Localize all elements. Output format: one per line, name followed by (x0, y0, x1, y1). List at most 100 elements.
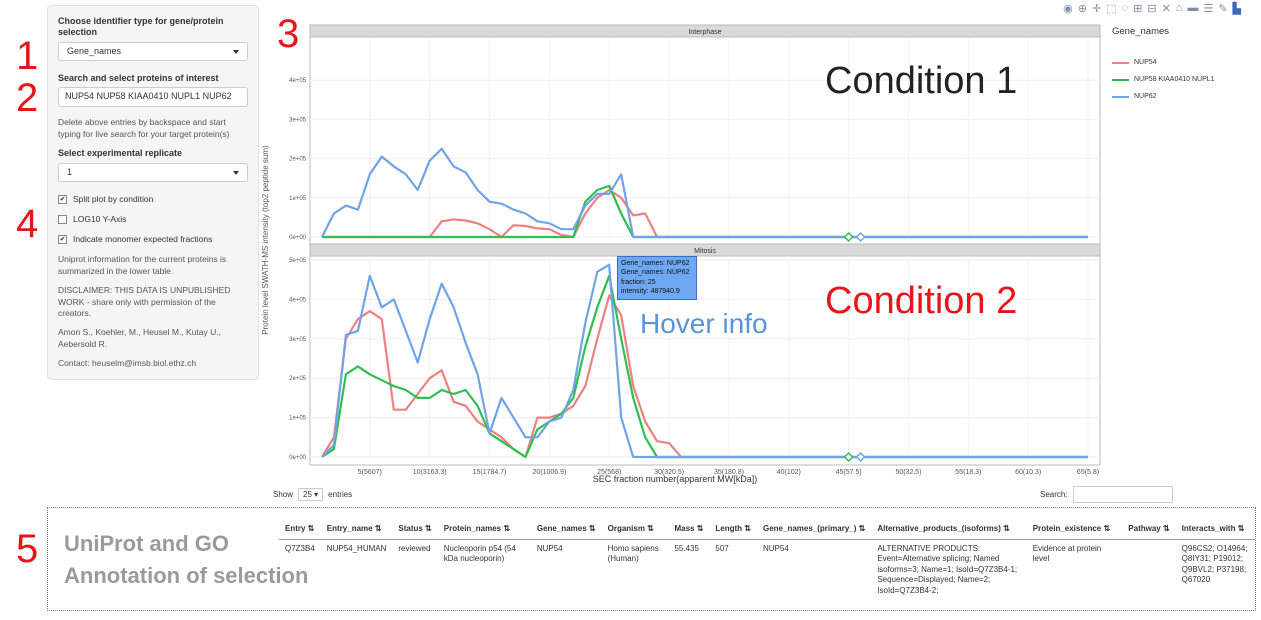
replicate-select[interactable]: 1 (58, 163, 248, 183)
x-tick-label: 15(1784.7) (473, 469, 507, 476)
y-tick-label: 0e+00 (289, 455, 307, 461)
split-plot-checkbox[interactable]: ✔ (58, 194, 67, 204)
zoom-in-icon[interactable]: ⊞ (1133, 3, 1143, 15)
table-cell: Q7Z3B4 (285, 544, 315, 553)
split-plot-checkbox-row[interactable]: ✔ Split plot by condition (58, 194, 248, 204)
legend-title: Gene_names (1112, 26, 1170, 37)
column-header[interactable]: Protein_existence ⇅ (1026, 522, 1123, 540)
table-cell: 55.435 (674, 544, 699, 553)
x-tick-label: 50(32.5) (895, 469, 921, 476)
x-axis-label: SEC fraction number(apparent MW[kDa]) (593, 474, 758, 484)
column-header[interactable]: Mass ⇅ (668, 522, 710, 540)
chevron-down-icon (233, 171, 239, 176)
home-icon[interactable]: ⌂ (1175, 2, 1183, 14)
annotation-number-3: 3 (277, 12, 300, 56)
log10-checkbox-row[interactable]: LOG10 Y-Axis (58, 214, 248, 224)
y-axis-label: Protein level SWATH-MS intensity (top2 p… (261, 145, 270, 335)
condition-2-label: Condition 2 (825, 280, 1018, 322)
column-header[interactable]: Gene_names_(primary_) ⇅ (757, 522, 872, 540)
column-header[interactable]: Entry ⇅ (279, 522, 321, 540)
column-header[interactable]: Interacts_with ⇅ (1175, 522, 1255, 540)
column-header[interactable]: Alternative_products_(isoforms) ⇅ (871, 522, 1027, 540)
table-annotation-line: Annotation of selection (64, 562, 309, 588)
hover-line: fraction: 25 (621, 278, 656, 286)
id-type-value: Gene_names (67, 45, 122, 56)
plot-toolbar: ◉ ⊕ ✛ ⬚ ◌ ⊞ ⊟ ✕ ⌂ ▬ ☰ ✎ ▙ (1063, 2, 1241, 15)
legend-swatch (1112, 95, 1129, 98)
log10-label: LOG10 Y-Axis (73, 214, 127, 225)
panel-header (309, 243, 1101, 257)
y-tick-label: 3e+05 (289, 337, 307, 343)
legend-label: NUP54 (1134, 59, 1157, 66)
table-cell: Evidence at protein level (1032, 544, 1102, 564)
column-header[interactable]: Status ⇅ (392, 522, 438, 540)
annotation-number-2: 2 (16, 76, 39, 120)
series-line-nup62 (321, 147, 1088, 239)
hover-line: Gene_names: NUP62 (621, 260, 690, 267)
id-type-select[interactable]: Gene_names (58, 41, 248, 61)
monomer-checkbox[interactable]: ✔ (58, 234, 67, 244)
column-header[interactable]: Pathway ⇅ (1122, 522, 1176, 540)
table-cell: NUP54 (763, 544, 789, 553)
compare-icon[interactable]: ☰ (1203, 3, 1214, 15)
legend-item-nup58[interactable]: NUP58 KIAA0410 NUPL1 (1112, 76, 1215, 83)
column-header[interactable]: Organism ⇅ (601, 522, 669, 540)
entries-label: entries (328, 490, 353, 499)
monomer-marker (843, 451, 854, 463)
plotly-logo-icon[interactable]: ▙ (1232, 3, 1241, 15)
legend-label: NUP58 KIAA0410 NUPL1 (1134, 76, 1215, 83)
table-cell: 507 (715, 544, 729, 553)
column-header[interactable]: Gene_names ⇅ (530, 522, 602, 540)
search-help-text: Delete above entries by backspace and st… (58, 117, 230, 139)
monomer-marker (843, 231, 854, 243)
table-annotation-line: UniProt and GO (64, 531, 229, 556)
entries-select[interactable]: 25 ▾ (298, 488, 324, 501)
x-tick-label: 45(57.5) (836, 469, 862, 476)
lasso-icon[interactable]: ◌ (1121, 2, 1129, 14)
y-tick-label: 0e+00 (289, 235, 307, 241)
table-cell: reviewed (398, 544, 431, 553)
table-cell: Nucleoporin p54 (54 kDa nucleoporin) (443, 544, 516, 564)
camera-icon[interactable]: ◉ (1063, 3, 1073, 15)
log10-checkbox[interactable] (58, 214, 67, 224)
protein-search-input[interactable]: NUP54 NUP58 KIAA0410 NUPL1 NUP62 (58, 87, 248, 108)
table-cell: Q96CS2; O14964; Q8IY31; P19012; Q9BVL2; … (1181, 544, 1248, 585)
y-tick-label: 4e+05 (289, 78, 307, 84)
column-header[interactable]: Protein_names ⇅ (437, 522, 531, 540)
spike-icon[interactable]: ▬ (1187, 2, 1199, 14)
x-tick-label: 30(320.5) (654, 469, 684, 476)
uniprot-table-region: UniProt and GO Annotation of selection E… (47, 507, 1256, 611)
monomer-checkbox-row[interactable]: ✔ Indicate monomer expected fractions (58, 234, 248, 244)
x-tick-label: 20(1006.9) (532, 469, 566, 476)
autoscale-icon[interactable]: ✕ (1161, 3, 1171, 15)
y-tick-label: 2e+05 (289, 376, 307, 382)
hover-line: intensity: 487940.9 (621, 288, 680, 296)
uniprot-table: Entry ⇅ Entry_name ⇅ Status ⇅ Protein_names… (279, 522, 1255, 600)
search-proteins-label: Search and select proteins of interest (58, 72, 219, 83)
y-tick-label: 5e+05 (289, 258, 307, 264)
box-select-icon[interactable]: ⬚ (1106, 3, 1117, 15)
legend-item-nup62[interactable]: NUP62 (1112, 93, 1215, 100)
x-tick-label: 10(3163.3) (413, 469, 447, 476)
annotation-number-4: 4 (16, 202, 39, 246)
pan-icon[interactable]: ✛ (1091, 3, 1102, 15)
replicate-label: Select experimental replicate (58, 148, 183, 159)
legend-item-nup54[interactable]: NUP54 (1112, 59, 1215, 66)
table-search-input[interactable] (1072, 486, 1173, 503)
legend-swatch (1112, 61, 1129, 64)
chevron-down-icon (233, 49, 239, 54)
sec-profile-chart[interactable]: Interphase 0e+00 1e+05 2e+05 3e+05 4e+05 Mitos… (0, 0, 1261, 500)
column-header[interactable]: Entry_name ⇅ (320, 522, 393, 540)
column-header[interactable]: Length ⇅ (709, 522, 757, 540)
monomer-marker (855, 451, 866, 463)
zoom-icon[interactable]: ⊕ (1077, 3, 1087, 15)
show-label: Show (273, 490, 294, 499)
y-tick-label: 4e+05 (289, 297, 307, 303)
panel-title: Interphase (688, 29, 721, 36)
y-tick-label: 1e+05 (289, 416, 307, 422)
table-row[interactable]: Q7Z3B4 NUP54_HUMAN reviewed Nucleoporin p54… (279, 540, 1255, 600)
table-cell (1122, 540, 1175, 600)
zoom-out-icon[interactable]: ⊟ (1147, 3, 1157, 15)
edit-icon[interactable]: ✎ (1218, 3, 1228, 15)
table-annotation: UniProt and GO Annotation of selection (64, 528, 308, 592)
